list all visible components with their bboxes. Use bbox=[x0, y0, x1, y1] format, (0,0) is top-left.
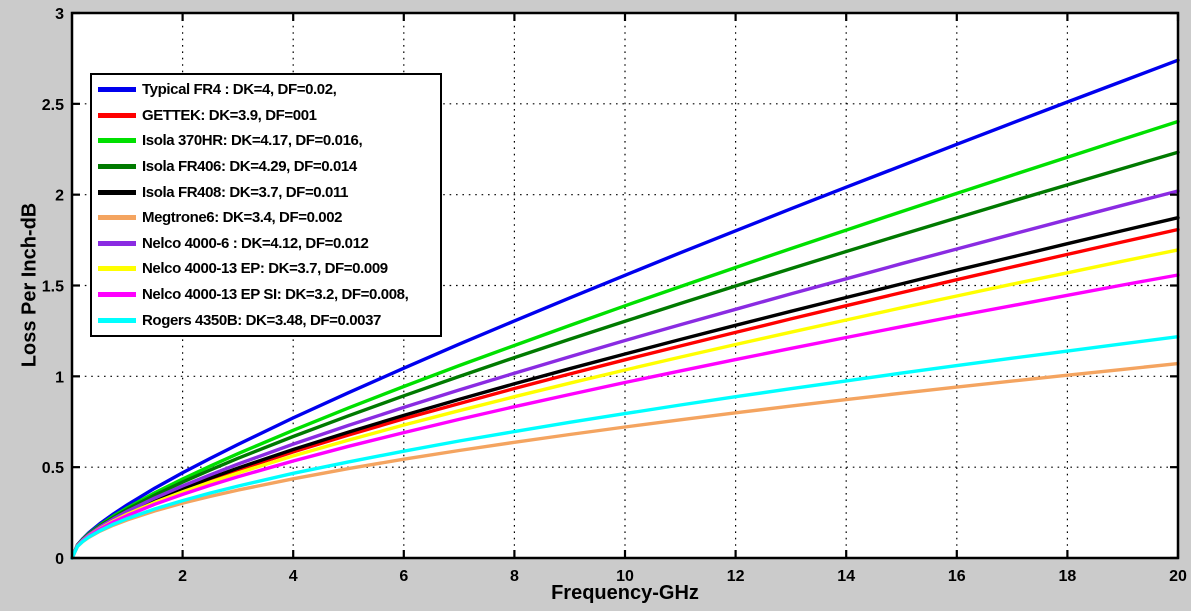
x-tick-label: 6 bbox=[399, 568, 408, 585]
y-tick-label: 0 bbox=[55, 551, 64, 568]
legend-item-label: Isola 370HR: DK=4.17, DF=0.016, bbox=[142, 132, 363, 150]
x-tick-label: 12 bbox=[727, 568, 745, 585]
legend-line-sample bbox=[98, 317, 136, 323]
y-tick-label: 1.5 bbox=[42, 279, 64, 296]
legend-item: Megtrone6: DK=3.4, DF=0.002 bbox=[98, 205, 440, 231]
y-tick-label: 2 bbox=[55, 188, 64, 205]
y-axis-label: Loss Per Inch-dB bbox=[18, 202, 41, 368]
legend-item: Typical FR4 : DK=4, DF=0.02, bbox=[98, 77, 440, 103]
y-tick-label: 1 bbox=[55, 369, 64, 386]
y-tick-label: 3 bbox=[55, 6, 64, 23]
legend-item-label: Nelco 4000-13 EP: DK=3.7, DF=0.009 bbox=[142, 260, 388, 278]
legend-item-label: Nelco 4000-13 EP SI: DK=3.2, DF=0.008, bbox=[142, 286, 409, 304]
x-tick-label: 14 bbox=[837, 568, 855, 585]
legend-line-sample bbox=[98, 138, 136, 144]
legend-item: Rogers 4350B: DK=3.48, DF=0.0037 bbox=[98, 307, 440, 333]
legend-item: Nelco 4000-13 EP: DK=3.7, DF=0.009 bbox=[98, 256, 440, 282]
x-tick-label: 16 bbox=[948, 568, 966, 585]
legend-item-label: Typical FR4 : DK=4, DF=0.02, bbox=[142, 81, 337, 99]
legend-item-label: Megtrone6: DK=3.4, DF=0.002 bbox=[142, 209, 343, 227]
legend-item-label: GETTEK: DK=3.9, DF=001 bbox=[142, 106, 317, 124]
series-line-rogers-4350b bbox=[70, 335, 1180, 560]
legend-item-label: Isola FR408: DK=3.7, DF=0.011 bbox=[142, 183, 349, 201]
x-tick-label: 2 bbox=[178, 568, 187, 585]
series-line-nelco-4000-13-ep-si bbox=[70, 273, 1180, 560]
legend-item: Isola 370HR: DK=4.17, DF=0.016, bbox=[98, 128, 440, 154]
legend-item-label: Nelco 4000-6 : DK=4.12, DF=0.012 bbox=[142, 234, 369, 252]
legend-line-sample bbox=[98, 292, 136, 298]
x-axis-label: Frequency-GHz bbox=[551, 582, 699, 604]
legend-line-sample bbox=[98, 189, 136, 195]
legend-line-sample bbox=[98, 164, 136, 170]
y-tick-label: 0.5 bbox=[42, 460, 64, 477]
legend-line-sample bbox=[98, 240, 136, 246]
legend-item: Isola FR408: DK=3.7, DF=0.011 bbox=[98, 179, 440, 205]
y-tick-label: 2.5 bbox=[42, 97, 64, 114]
legend-item: Isola FR406: DK=4.29, DF=0.014 bbox=[98, 154, 440, 180]
legend-line-sample bbox=[98, 215, 136, 221]
legend-line-sample bbox=[98, 112, 136, 118]
legend-item: GETTEK: DK=3.9, DF=001 bbox=[98, 103, 440, 129]
legend-line-sample bbox=[98, 266, 136, 272]
legend-item: Nelco 4000-13 EP SI: DK=3.2, DF=0.008, bbox=[98, 282, 440, 308]
legend-item-label: Isola FR406: DK=4.29, DF=0.014 bbox=[142, 158, 357, 176]
legend-line-sample bbox=[98, 87, 136, 93]
x-tick-label: 20 bbox=[1169, 568, 1187, 585]
legend: Typical FR4 : DK=4, DF=0.02, GETTEK: DK=… bbox=[90, 73, 442, 337]
x-tick-label: 18 bbox=[1059, 568, 1077, 585]
x-tick-label: 10 bbox=[616, 568, 634, 585]
x-tick-label: 4 bbox=[289, 568, 298, 585]
legend-item-label: Rogers 4350B: DK=3.48, DF=0.0037 bbox=[142, 311, 381, 329]
x-tick-label: 8 bbox=[510, 568, 519, 585]
legend-item: Nelco 4000-6 : DK=4.12, DF=0.012 bbox=[98, 231, 440, 257]
